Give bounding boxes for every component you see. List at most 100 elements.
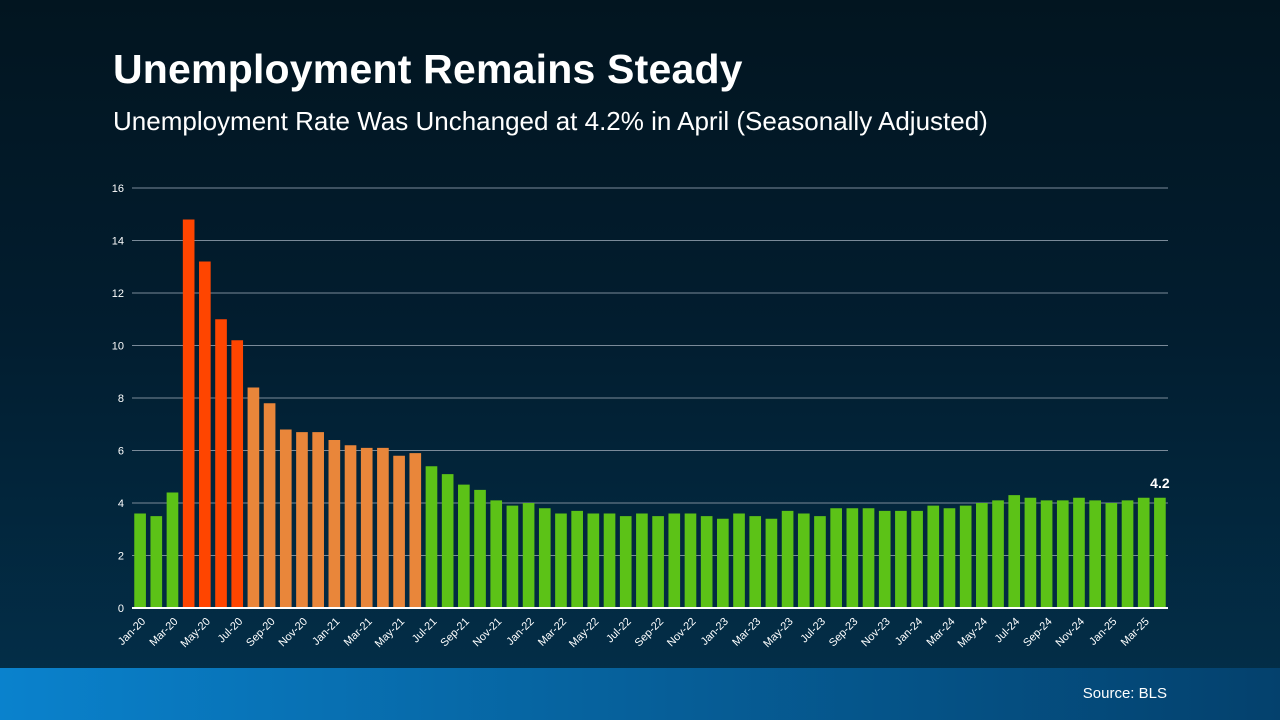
page-subtitle: Unemployment Rate Was Unchanged at 4.2% … [113,106,988,136]
x-tick-label: Sep-23 [827,616,861,650]
bar-nov-21 [490,500,503,608]
bar-may-20 [199,261,211,608]
bar-jul-24 [1008,495,1021,608]
bar-jan-23 [717,518,729,608]
bar-mar-25 [1137,497,1150,608]
bar-feb-23 [733,513,745,608]
y-tick-label: 12 [112,288,124,300]
bar-apr-21 [377,447,389,608]
y-tick-label: 14 [112,236,124,248]
bar-dec-24 [1089,500,1101,608]
x-tick-label: Nov-21 [471,616,505,650]
x-tick-label: Mar-20 [147,616,180,649]
x-tick-label: Jan-24 [893,616,925,648]
x-tick-label: Sep-20 [244,616,278,650]
bar-aug-22 [636,513,648,608]
bar-dec-21 [506,505,519,608]
x-tick-label: Sep-21 [438,616,472,650]
bar-nov-20 [296,432,308,608]
x-tick-label: Nov-20 [277,616,311,650]
x-tick-label: Mar-24 [924,616,957,649]
x-tick-label: Mar-25 [1119,616,1152,649]
bar-sep-21 [458,484,470,608]
y-tick-label: 16 [112,183,124,195]
x-tick-label: Jul-23 [798,616,828,646]
bar-jan-22 [522,503,535,608]
x-tick-label: Mar-23 [730,616,763,649]
x-tick-label: May-21 [373,616,407,650]
bar-aug-21 [441,474,454,608]
bar-apr-22 [571,510,583,608]
y-tick-label: 6 [118,446,124,458]
y-axis-ticks: 0 2 4 6 8 10 12 14 16 [112,183,124,615]
bar-mar-24 [943,508,956,608]
bar-mar-21 [360,447,373,608]
bar-sep-22 [652,516,664,608]
bar-feb-25 [1121,500,1134,608]
bar-oct-23 [862,508,875,608]
bar-apr-23 [765,518,778,608]
x-tick-label: Sep-24 [1021,616,1055,650]
bar-mar-20 [166,492,179,608]
x-tick-label: May-20 [179,616,213,650]
x-tick-label: Sep-22 [633,616,667,650]
bar-jan-21 [328,440,341,608]
y-tick-label: 2 [118,551,124,563]
page-title: Unemployment Remains Steady [113,46,743,92]
x-tick-label: Jul-24 [993,616,1023,646]
bar-jun-23 [797,513,810,608]
x-tick-label: Jul-20 [216,616,246,646]
bar-sep-23 [846,508,859,608]
bar-jul-21 [425,466,438,608]
x-tick-label: Nov-23 [859,616,893,650]
bar-jul-23 [814,516,826,608]
bar-jan-24 [911,510,923,608]
bar-feb-21 [344,445,357,608]
x-tick-label: Jan-20 [116,616,148,648]
x-tick-label: Jul-22 [604,616,634,646]
bar-aug-20 [247,387,260,608]
bar-nov-24 [1073,497,1085,608]
x-tick-label: May-24 [956,616,990,650]
bar-jan-20 [134,513,146,608]
bar-feb-24 [927,505,940,608]
bar-dec-23 [895,510,907,608]
bar-jun-21 [409,453,422,608]
x-tick-label: May-23 [761,616,795,650]
bar-apr-20 [182,219,195,608]
y-tick-label: 10 [112,341,124,353]
x-tick-label: Nov-24 [1054,616,1088,650]
bar-may-21 [393,455,405,608]
bar-mar-23 [749,516,762,608]
x-tick-label: Mar-21 [342,616,375,649]
bar-jan-25 [1105,503,1118,608]
bar-jul-22 [619,516,632,608]
footer-band: Source: BLS [0,668,1280,720]
bar-oct-20 [279,429,292,608]
y-tick-label: 4 [118,498,124,510]
bar-oct-22 [668,513,681,608]
x-tick-label: Jul-21 [410,616,440,646]
bar-nov-23 [878,510,891,608]
bar-may-24 [976,503,988,608]
x-tick-label: Jan-23 [699,616,731,648]
x-tick-label: Mar-22 [536,616,569,649]
bar-sep-20 [263,403,276,608]
bar-may-22 [587,513,600,608]
bar-oct-24 [1056,500,1069,608]
x-tick-label: Jan-25 [1087,616,1119,648]
bar-feb-22 [538,508,551,608]
x-tick-label: Nov-22 [665,616,699,650]
x-tick-label: May-22 [567,616,601,650]
bar-oct-21 [474,489,486,608]
bar-nov-22 [684,513,697,608]
bar-may-23 [781,510,794,608]
bar-sep-24 [1040,500,1053,608]
y-tick-label: 8 [118,393,124,405]
gridlines [132,187,1168,556]
bar-feb-20 [150,516,163,608]
x-tick-label: Jan-21 [310,616,342,648]
y-tick-label: 0 [118,603,124,615]
annotations: 4.2 [1150,475,1170,491]
